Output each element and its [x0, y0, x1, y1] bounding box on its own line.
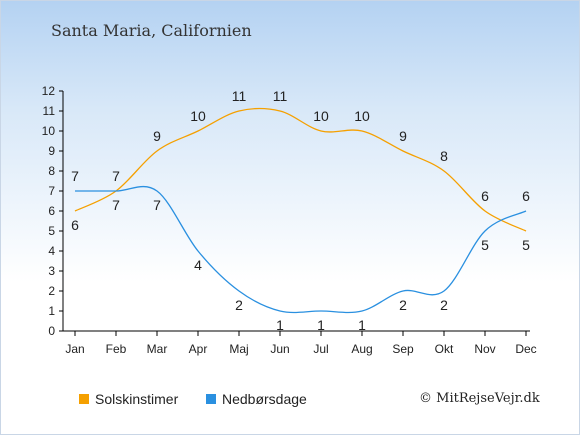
- x-tick-label: Feb: [106, 342, 127, 356]
- y-tick-label: 9: [48, 144, 55, 158]
- y-tick-label: 6: [48, 204, 55, 218]
- data-label-sun: 10: [313, 108, 329, 124]
- y-tick-label: 3: [48, 264, 55, 278]
- series-line-sun: [74, 107, 527, 232]
- x-tick-label: Jun: [270, 342, 289, 356]
- data-label-sun: 10: [190, 108, 206, 124]
- legend-item-rain: Nedbørsdage: [206, 391, 307, 407]
- y-tick-label: 8: [48, 164, 55, 178]
- data-label-rain: 1: [358, 317, 366, 333]
- y-tick-label: 1: [48, 304, 55, 318]
- data-label-sun: 11: [273, 88, 288, 104]
- x-tick-label: Sep: [392, 342, 414, 356]
- x-tick-label: Okt: [435, 342, 454, 356]
- data-label-sun: 5: [522, 237, 530, 253]
- x-tick-label: Nov: [474, 342, 495, 356]
- y-tick-label: 10: [42, 124, 56, 138]
- data-label-rain: 1: [276, 317, 284, 333]
- data-label-sun: 10: [354, 108, 370, 124]
- data-label-rain: 4: [194, 257, 202, 273]
- data-label-sun: 6: [481, 188, 489, 204]
- x-tick-label: Jul: [313, 342, 328, 356]
- data-label-rain: 7: [112, 168, 120, 184]
- data-label-sun: 7: [112, 197, 120, 213]
- data-label-rain: 2: [440, 297, 448, 313]
- y-tick-label: 4: [48, 244, 55, 258]
- data-label-sun: 8: [440, 148, 448, 164]
- y-tick-label: 7: [48, 184, 55, 198]
- data-label-rain: 7: [71, 168, 79, 184]
- data-label-rain: 7: [153, 197, 161, 213]
- data-label-rain: 2: [235, 297, 243, 313]
- legend-label-sun: Solskinstimer: [95, 391, 179, 407]
- x-tick-label: Jan: [65, 342, 84, 356]
- y-tick-label: 5: [48, 224, 55, 238]
- x-tick-label: Aug: [351, 342, 372, 356]
- x-tick-label: Maj: [229, 342, 248, 356]
- data-label-sun: 11: [232, 88, 247, 104]
- chart-title: Santa Maria, Californien: [51, 21, 252, 40]
- legend-item-sun: Solskinstimer: [79, 391, 178, 407]
- y-tick-label: 12: [42, 84, 56, 98]
- data-label-rain: 6: [522, 188, 530, 204]
- x-tick-label: Mar: [147, 342, 168, 356]
- data-label-sun: 6: [71, 217, 79, 233]
- series-line-rain: [74, 185, 527, 314]
- legend-swatch-rain: [206, 394, 216, 404]
- y-tick-label: 0: [48, 324, 55, 338]
- legend-swatch-sun: [79, 394, 89, 404]
- data-label-rain: 2: [399, 297, 407, 313]
- data-label-sun: 9: [399, 128, 407, 144]
- x-tick-label: Apr: [189, 342, 208, 356]
- y-tick-label: 11: [43, 104, 56, 118]
- legend-label-rain: Nedbørsdage: [222, 391, 307, 407]
- copyright-text: © MitRejseVejr.dk: [419, 391, 540, 406]
- data-label-rain: 1: [317, 317, 325, 333]
- x-tick-label: Dec: [515, 342, 536, 356]
- data-label-sun: 9: [153, 128, 161, 144]
- data-label-rain: 5: [481, 237, 489, 253]
- y-tick-label: 2: [48, 284, 55, 298]
